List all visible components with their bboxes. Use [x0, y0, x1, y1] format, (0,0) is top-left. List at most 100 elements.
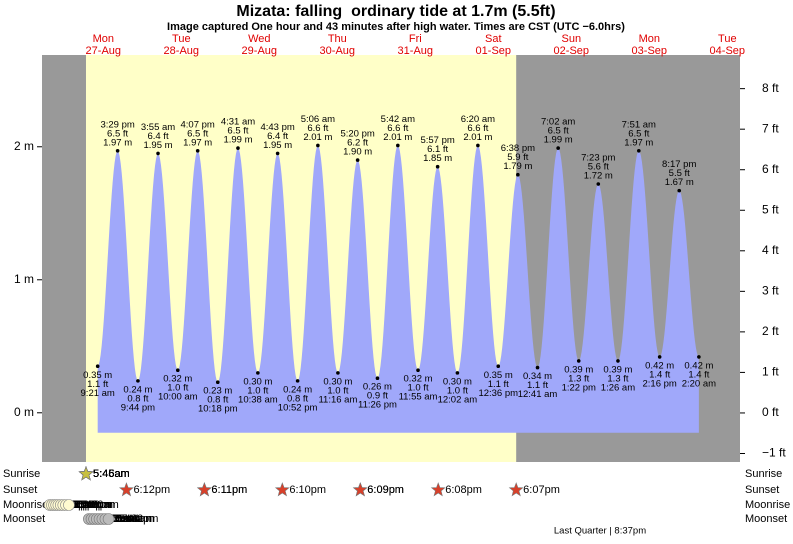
extreme-label: 2.01 m — [463, 132, 492, 143]
moon-phase: Last Quarter | 8:37pm — [554, 526, 646, 537]
date-label: 27-Aug — [86, 45, 121, 57]
row-label: Moonrise — [3, 499, 48, 511]
chart-subtitle: Image captured One hour and 43 minutes a… — [167, 21, 625, 33]
row-time: 6:11pm — [211, 484, 247, 496]
extreme-label: 0.8 ft — [287, 393, 308, 404]
extreme-label: 1.85 m — [423, 153, 452, 164]
row-time: 10:00pm — [68, 499, 111, 511]
extreme-label: 6:38 pm — [501, 143, 535, 154]
extreme-dot — [616, 359, 620, 363]
row-time: 9:55am — [107, 513, 144, 525]
extreme-dot — [195, 148, 200, 153]
extreme-dot — [256, 371, 260, 375]
extreme-label: 0.26 m — [363, 382, 392, 393]
extreme-dot — [496, 364, 501, 369]
extreme-label: 1.3 ft — [607, 373, 628, 384]
date-label: 03-Sep — [632, 45, 667, 57]
sun-icon — [196, 482, 212, 497]
row-time: 5:46am — [93, 468, 130, 480]
extreme-label: 1.0 ft — [247, 385, 268, 396]
extreme-label: 1.4 ft — [688, 369, 709, 380]
date-label: 29-Aug — [242, 45, 277, 57]
extreme-label: 4:43 pm — [260, 122, 294, 133]
extreme-label: 6.5 ft — [227, 126, 248, 137]
extreme-label: 1.99 m — [544, 135, 573, 146]
weekday-label: Fri — [409, 33, 422, 45]
extreme-label: 1.0 ft — [447, 385, 468, 396]
extreme-dot — [316, 143, 320, 148]
extreme-dot — [455, 371, 460, 375]
extreme-label: 1.0 ft — [407, 383, 428, 394]
date-label: 04-Sep — [710, 45, 745, 57]
row-time: 6:12pm — [133, 484, 170, 496]
date-label: 31-Aug — [398, 45, 433, 57]
row-time: 5:46am — [93, 468, 130, 480]
extreme-label: 11:26 pm — [358, 400, 397, 411]
weekday-label: Mon — [639, 33, 660, 45]
extreme-label: 5.9 ft — [507, 152, 528, 163]
moonset-icon — [102, 513, 115, 525]
extreme-label: 2:16 pm — [643, 378, 677, 389]
extreme-label: 7:51 am — [622, 119, 656, 130]
extreme-label: 1.97 m — [183, 137, 212, 148]
y2-tick-label: 0 ft — [762, 405, 779, 419]
row-time: 12:42pm — [116, 513, 159, 525]
extreme-label: 2:20 am — [682, 378, 716, 389]
extreme-label: 6.5 ft — [548, 126, 569, 137]
extreme-label: 0.39 m — [603, 364, 632, 375]
extreme-dot — [295, 379, 300, 383]
extreme-label: 6.4 ft — [267, 131, 288, 142]
y2-tick-label: 3 ft — [762, 284, 779, 298]
row-time: 10:46pm — [70, 499, 113, 511]
extreme-label: 1.67 m — [665, 177, 694, 188]
extreme-label: 1:26 am — [601, 382, 635, 393]
extreme-label: 12:02 am — [438, 394, 478, 405]
extreme-dot — [435, 164, 440, 169]
extreme-label: 0.39 m — [564, 364, 593, 375]
extreme-label: 0.30 m — [243, 376, 272, 387]
row-time: 5:46am — [93, 468, 130, 480]
extreme-label: 0.35 m — [484, 370, 513, 381]
extreme-label: 6.2 ft — [347, 138, 368, 149]
row-time: 10:48am — [109, 513, 152, 525]
extreme-label: 10:00 am — [158, 392, 198, 403]
weekday-label: Sun — [562, 33, 582, 45]
extreme-label: 6.5 ft — [107, 128, 128, 139]
extreme-label: 0.24 m — [283, 384, 312, 395]
tide-area — [97, 145, 699, 433]
row-label: Sunset — [745, 484, 779, 496]
extreme-label: 1.1 ft — [87, 379, 108, 390]
sun-icon — [352, 482, 368, 497]
extreme-label: 6.4 ft — [147, 131, 168, 142]
row-time: 6:08pm — [445, 484, 482, 496]
extreme-label: 1.97 m — [624, 137, 653, 148]
extreme-label: 11:16 am — [318, 394, 357, 405]
extreme-label: 6.1 ft — [427, 144, 448, 155]
extreme-label: 1.1 ft — [488, 379, 509, 390]
extreme-label: 0.8 ft — [127, 393, 148, 404]
y2-tick-label: 2 ft — [762, 324, 779, 338]
extreme-label: 6:20 am — [461, 114, 495, 125]
row-label: Sunset — [3, 484, 37, 496]
extreme-dot — [136, 379, 140, 383]
extreme-dot — [275, 151, 280, 156]
row-label: Sunrise — [3, 468, 40, 480]
y2-tick-label: 6 ft — [762, 162, 779, 176]
row-time: 11:36pm — [73, 499, 115, 511]
extreme-dot — [697, 355, 701, 359]
date-label: 02-Sep — [554, 45, 589, 57]
moonrise-icon — [63, 499, 75, 511]
extreme-label: 0.42 m — [645, 360, 674, 371]
weekday-label: Mon — [93, 33, 114, 45]
extreme-label: 7:23 pm — [581, 153, 615, 164]
extreme-label: 0.34 m — [523, 371, 552, 382]
chart-title: Mizata: falling ordinary tide at 1.7m (5… — [236, 3, 555, 20]
extreme-label: 5:20 pm — [340, 129, 374, 140]
extreme-label: 12:41 am — [518, 389, 558, 400]
extreme-label: 1.95 m — [263, 140, 292, 151]
extreme-label: 7:02 am — [541, 117, 575, 128]
extreme-label: 0.9 ft — [367, 391, 388, 402]
extreme-label: 1.90 m — [343, 147, 372, 158]
extreme-label: 1.0 ft — [327, 385, 348, 396]
row-time: 11:44am — [112, 513, 154, 525]
